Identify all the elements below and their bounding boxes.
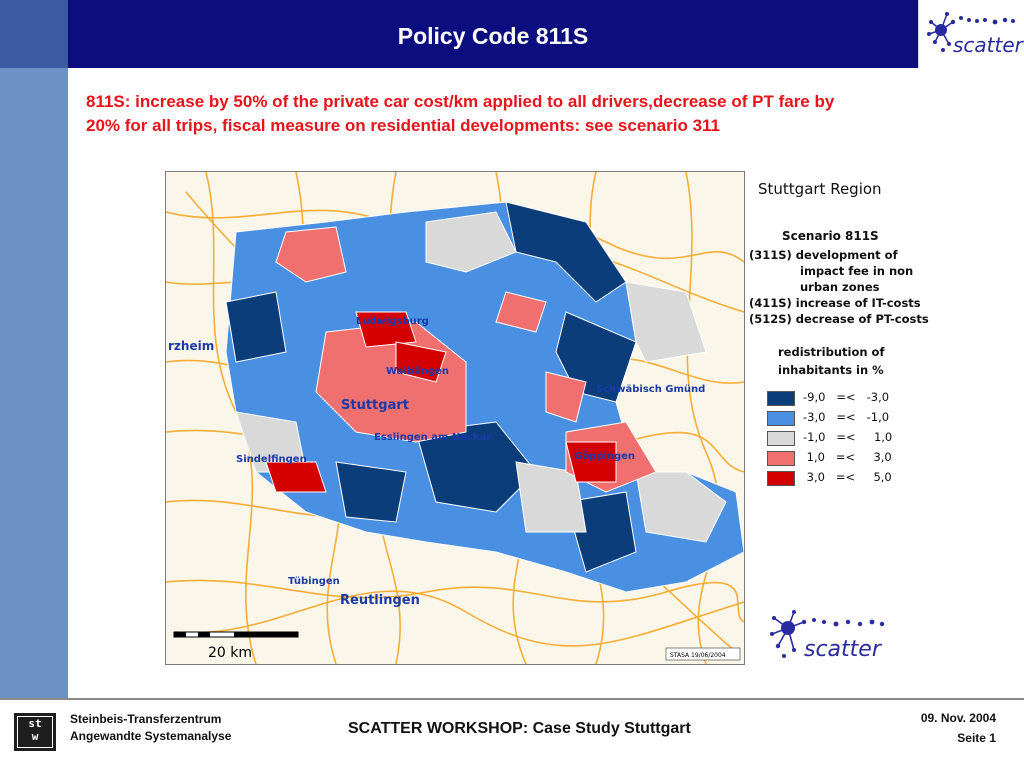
legend-range-2: -3,0 =< -1,0: [803, 410, 890, 424]
footer-date: 09. Nov. 2004: [920, 711, 996, 725]
map-svg: Ludwigsburg rzheim Waiblingen Schwäbisch…: [166, 172, 744, 664]
city-label-tuebingen: Tübingen: [288, 576, 340, 587]
city-label-ludwigsburg: Ludwigsburg: [356, 316, 429, 327]
footer-org-line-1: Steinbeis-Transferzentrum: [70, 712, 222, 726]
city-label-esslingen: Esslingen am Neckar: [374, 432, 491, 443]
scatter-logo-top: scatter: [918, 0, 1024, 68]
legend-range-1: -9,0 =< -3,0: [803, 390, 890, 404]
legend-item-1: (311S) development of: [749, 248, 898, 262]
map-stamp-text: STASA 19/06/2004: [670, 652, 726, 659]
stw-logo: st w: [14, 713, 56, 751]
scatter-logo-bottom: scatter: [764, 604, 894, 664]
policy-description-line-2: 20% for all trips, fiscal measure on res…: [86, 116, 720, 135]
legend-swatch-2: [767, 411, 795, 426]
scatter-logo-icon: scatter: [927, 12, 1024, 57]
legend-swatch-4: [767, 451, 795, 466]
footer-org-line-2: Angewandte Systemanalyse: [70, 729, 232, 743]
scatter-logo-text: scatter: [953, 33, 1024, 57]
sidebar-top-block: [0, 0, 68, 68]
title-bar: Policy Code 811S: [68, 0, 918, 68]
legend-item-3: urban zones: [800, 280, 880, 294]
city-label-waiblingen: Waiblingen: [386, 366, 449, 377]
legend-redistribution-1: redistribution of: [778, 345, 885, 359]
stw-logo-top: st: [28, 717, 42, 730]
city-label-reutlingen: Reutlingen: [340, 593, 420, 608]
map-stamp: STASA 19/06/2004: [665, 647, 741, 661]
page-title: Policy Code 811S: [397, 23, 589, 49]
footer: [0, 700, 1024, 768]
stw-logo-mark: st w: [17, 716, 53, 748]
scatter-logo-bottom-icon: scatter: [770, 610, 885, 662]
footer-divider: [0, 698, 1024, 700]
municipality-zones: [225, 201, 744, 593]
policy-description: 811S: increase by 50% of the private car…: [86, 90, 986, 138]
legend-redistribution-2: inhabitants in %: [778, 363, 884, 377]
city-label-pforzheim: rzheim: [168, 339, 214, 353]
legend-swatch-1: [767, 391, 795, 406]
city-label-stuttgart: Stuttgart: [341, 398, 409, 413]
legend-region-title: Stuttgart Region: [758, 180, 882, 198]
legend-item-5: (512S) decrease of PT-costs: [749, 312, 929, 326]
scale-label: 20 km: [208, 645, 252, 661]
scale-bar: 20 km: [173, 631, 299, 661]
legend-scenario-title: Scenario 811S: [782, 229, 879, 243]
city-label-schwaebisch-gmuend: Schwäbisch Gmünd: [596, 384, 705, 395]
legend-item-2: impact fee in non: [800, 264, 914, 278]
footer-workshop-title: SCATTER WORKSHOP: Case Study Stuttgart: [348, 720, 691, 737]
city-label-goeppingen: Göppingen: [574, 451, 635, 462]
footer-page-number: Seite 1: [957, 731, 996, 745]
scatter-logo-bottom-text: scatter: [804, 637, 883, 662]
city-label-sindelfingen: Sindelfingen: [236, 454, 307, 465]
region-map: Ludwigsburg rzheim Waiblingen Schwäbisch…: [165, 171, 745, 665]
legend-swatch-3: [767, 431, 795, 446]
policy-description-line-1: 811S: increase by 50% of the private car…: [86, 92, 835, 111]
stw-logo-bottom: w: [31, 730, 39, 743]
legend-item-4: (411S) increase of IT-costs: [749, 296, 921, 310]
legend-swatch-5: [767, 471, 795, 486]
legend-range-3: -1,0 =< 1,0: [803, 430, 893, 444]
legend-range-5: 3,0 =< 5,0: [803, 470, 892, 484]
sidebar-band: [0, 0, 68, 698]
legend-range-4: 1,0 =< 3,0: [803, 450, 892, 464]
